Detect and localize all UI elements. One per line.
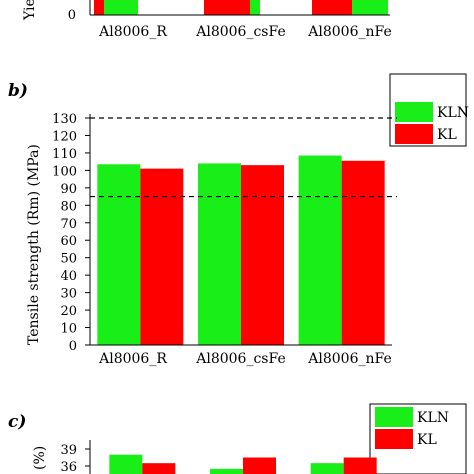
panel-b-ytick-5: 50: [60, 252, 77, 267]
panel-b-legend-swatch-kln: [395, 102, 433, 122]
panel-b-ytick-3: 30: [60, 287, 77, 302]
panel-a-bar-kln-2: [352, 0, 388, 15]
panel-b-bar-kln-1: [198, 163, 241, 345]
panel-b-ytick-1: 10: [60, 322, 77, 337]
panel-b-ytick-0: 0: [69, 339, 77, 354]
panel-b-label: b): [8, 81, 28, 101]
panel-b-bar-kl-1: [241, 165, 284, 345]
panel-a-bar-kl-1: [204, 0, 250, 15]
panel-b-ytick-11: 110: [52, 147, 77, 162]
panel-a-xtick-0: Al8006_R: [98, 24, 167, 40]
panel-b-bar-kl-0: [140, 168, 184, 345]
panel-b-ylabel: Tensile strength (Rm) (MPa): [26, 144, 42, 345]
panel-b-ytick-2: 20: [60, 304, 77, 319]
panel-c-legend: KLN KL: [369, 403, 467, 474]
panel-b-ytick-9: 90: [60, 182, 77, 197]
panel-c-bar-kln-1: [210, 468, 243, 474]
panel-a-ytick-0: 0: [68, 8, 76, 23]
panel-c-bar-kl-2: [343, 457, 377, 474]
panel-c-bar-kl-1: [243, 457, 276, 474]
panel-b: b) KLN KL 0 10 20 30 40 50 60 70 80 90 100 110 120 13…: [8, 73, 469, 367]
panel-c-bar-kln-0: [109, 454, 143, 474]
panel-a-ylabel: Yie: [22, 0, 38, 21]
panel-c-bar-kln-2: [310, 463, 344, 474]
panel-a-bar-kln-0: [94, 0, 138, 15]
panel-c-ytick-0: 39: [60, 443, 77, 458]
panel-b-ytick-10: 100: [52, 164, 77, 179]
panel-b-legend-kln: KLN: [437, 105, 469, 121]
panel-b-ytick-12: 120: [52, 129, 77, 144]
panel-b-ytick-4: 40: [60, 269, 77, 284]
panel-c-legend-swatch-kl: [375, 429, 413, 449]
panel-c-bar-kl-0: [142, 463, 176, 474]
panel-c-ylabel: (%): [32, 446, 48, 470]
panel-a-bar-kl-0: [94, 0, 104, 15]
panel-b-ytick-6: 60: [60, 234, 77, 249]
panel-b-legend-swatch-kl: [395, 124, 433, 144]
panel-c-label: c): [8, 412, 26, 432]
panel-a-xtick-1: Al8006_csFe: [195, 24, 285, 40]
panel-b-legend: KLN KL: [389, 73, 469, 147]
panel-b-xtick-0: Al8006_R: [98, 351, 167, 367]
panel-c-ytick-1: 36: [60, 460, 77, 474]
panel-a-bar-kln-1: [250, 0, 260, 15]
panel-c-legend-kl: KL: [417, 432, 437, 448]
panel-b-ytick-7: 70: [60, 217, 77, 232]
panel-b-legend-kl: KL: [437, 127, 457, 143]
panel-b-xtick-2: Al8006_nFe: [307, 351, 391, 367]
panel-c-legend-kln: KLN: [417, 410, 449, 426]
panel-b-bar-kln-0: [97, 164, 141, 345]
panel-b-plot: 0 10 20 30 40 50 60 70 80 90 100 110 120 130: [52, 112, 397, 354]
panel-b-bar-kl-2: [341, 160, 385, 345]
panel-a-bar-kl-2: [312, 0, 352, 15]
panel-b-bar-kln-2: [298, 155, 342, 345]
panel-b-xtick-1: Al8006_csFe: [195, 351, 285, 367]
panel-a-xtick-2: Al8006_nFe: [307, 24, 391, 40]
panel-b-ytick-8: 80: [60, 199, 77, 214]
panel-c-legend-swatch-kln: [375, 407, 413, 427]
panel-a: 0 Yie Al8006_R Al8006_csFe Al8006_nFe: [22, 0, 392, 40]
panel-b-ytick-13: 130: [52, 112, 77, 127]
